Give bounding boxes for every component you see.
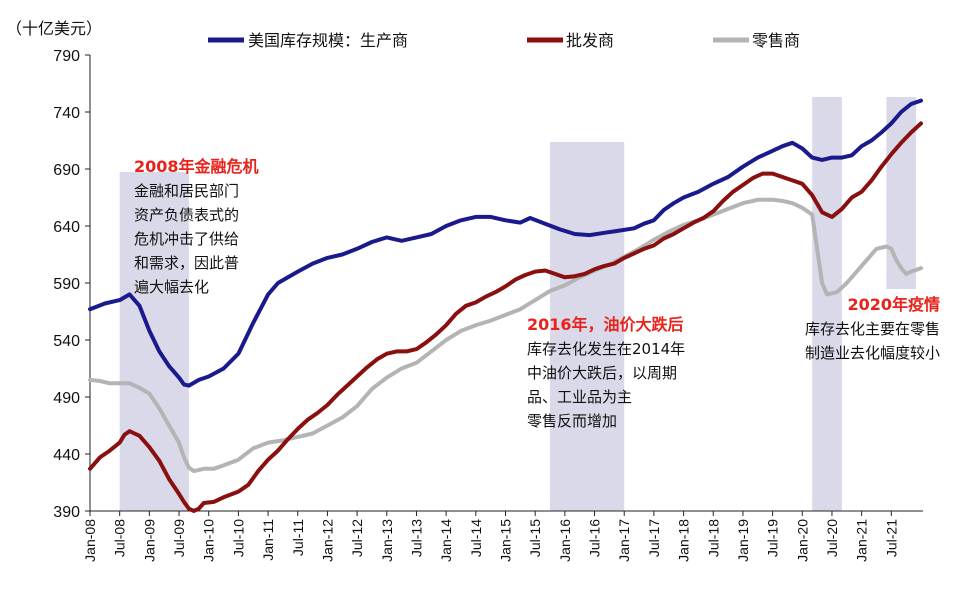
y-tick-label: 740: [53, 105, 80, 122]
x-tick-label: Jul-20: [824, 519, 840, 557]
series-line-wholesale: [88, 121, 923, 513]
x-tick-label: Jul-19: [765, 519, 781, 557]
x-tick-label: Jan-21: [854, 519, 870, 562]
annotation-2008: 2008年金融危机 金融和居民部门 资产负债表式的 危机冲击了供给 和需求，因此…: [134, 157, 259, 296]
y-tick-label: 790: [53, 48, 80, 65]
x-tick-label: Jul-14: [468, 519, 484, 557]
x-tick-label: Jan-18: [676, 519, 692, 562]
unit-label: （十亿美元）: [6, 19, 102, 38]
x-tick-label: Jul-09: [171, 519, 187, 557]
series-lines: [88, 98, 923, 513]
annotation-2016-line: 零售反而增加: [527, 412, 617, 430]
y-tick-label: 640: [53, 219, 80, 236]
x-tick-label: Jul-21: [883, 519, 899, 557]
annotation-2020: 2020年疫情 库存去化主要在零售 制造业去化幅度较小: [805, 295, 940, 362]
x-tick-label: Jan-11: [260, 519, 276, 561]
y-tick-label: 590: [53, 276, 80, 293]
annotation-2008-line: 资产负债表式的: [134, 206, 239, 224]
x-tick-label: Jan-10: [201, 519, 217, 562]
legend-label-wholesale: 批发商: [566, 31, 614, 50]
annotation-2008-line: 遍大幅去化: [134, 278, 209, 296]
shaded-period: [550, 142, 625, 511]
x-tick-label: Jan-17: [616, 519, 632, 562]
x-tick-label: Jul-18: [705, 519, 721, 557]
x-tick-label: Jul-15: [527, 519, 543, 557]
y-tick-label: 690: [53, 162, 80, 179]
x-tick-label: Jan-12: [319, 519, 335, 562]
series-line-retail: [88, 197, 923, 474]
shaded-periods: [119, 97, 917, 511]
series-line-producers: [88, 98, 923, 388]
y-tick-label: 540: [53, 333, 80, 350]
x-axis-ticks: Jan-08 Jul-08 Jan-09 Jul-09 Jan-10 Jul-10 Jan-…: [82, 511, 899, 562]
x-tick-label: Jan-09: [141, 519, 157, 562]
annotation-2016: 2016年，油价大跌后 库存去化发生在2014年 中油价大跌后，以周期 品、工业…: [527, 315, 685, 430]
annotation-2020-title: 2020年疫情: [847, 295, 940, 314]
annotation-2008-line: 金融和居民部门: [134, 182, 239, 200]
x-tick-label: Jul-08: [112, 519, 128, 557]
x-tick-label: Jan-16: [557, 519, 573, 562]
y-axis-ticks: 790 740 690 640 590 540 490 440 390: [53, 48, 90, 521]
x-tick-label: Jan-19: [735, 519, 751, 562]
x-tick-label: Jan-15: [498, 519, 514, 562]
annotation-2008-line: 危机冲击了供给: [134, 230, 239, 248]
annotation-2008-line: 和需求，因此普: [134, 254, 239, 272]
x-tick-label: Jul-12: [349, 519, 365, 557]
annotation-2016-title: 2016年，油价大跌后: [527, 315, 684, 334]
x-tick-label: Jan-14: [438, 519, 454, 562]
x-tick-label: Jul-11: [290, 519, 306, 556]
annotation-2008-title: 2008年金融危机: [134, 157, 259, 176]
shaded-period: [886, 97, 917, 289]
legend-label-producers: 美国库存规模：生产商: [248, 31, 408, 50]
y-tick-label: 490: [53, 390, 80, 407]
x-tick-label: Jan-20: [794, 519, 810, 562]
x-tick-label: Jan-13: [379, 519, 395, 562]
annotation-2016-line: 品、工业品为主: [527, 388, 632, 406]
legend: 美国库存规模：生产商 批发商 零售商: [208, 31, 800, 50]
shaded-period: [812, 97, 842, 511]
annotation-2016-line: 中油价大跌后，以周期: [527, 364, 677, 382]
y-tick-label: 440: [53, 447, 80, 464]
legend-label-retail: 零售商: [752, 31, 800, 50]
x-tick-label: Jul-13: [408, 519, 424, 557]
x-tick-label: Jul-10: [230, 519, 246, 557]
x-tick-label: Jan-08: [82, 519, 98, 562]
annotation-2020-line: 制造业去化幅度较小: [805, 344, 940, 362]
x-tick-label: Jul-17: [646, 519, 662, 557]
annotation-2020-line: 库存去化主要在零售: [805, 320, 940, 338]
annotation-2016-line: 库存去化发生在2014年: [527, 340, 685, 358]
y-tick-label: 390: [53, 504, 80, 521]
x-tick-label: Jul-16: [587, 519, 603, 557]
